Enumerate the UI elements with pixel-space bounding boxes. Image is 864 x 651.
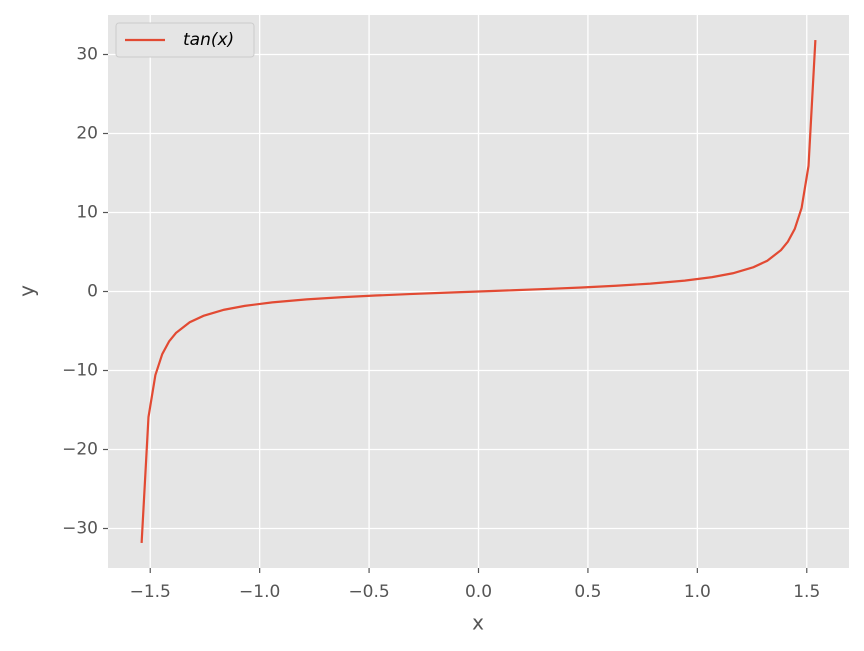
y-tick-label: 0	[87, 282, 98, 302]
x-tick-label: −0.5	[348, 582, 389, 602]
legend-label: tan(x)	[183, 30, 234, 50]
y-tick-label: 30	[76, 45, 98, 65]
legend-box	[115, 22, 255, 58]
legend: tan(x)	[115, 22, 255, 58]
x-axis-label: x	[472, 611, 484, 635]
line	[140, 40, 817, 543]
y-tick-label: 10	[76, 203, 98, 223]
x-tick-label: 1.0	[684, 582, 711, 602]
x-tick-label: −1.5	[130, 582, 171, 602]
y-tick-label: −20	[62, 440, 98, 460]
y-axis-label: y	[15, 285, 39, 297]
y-tick-label: 20	[76, 124, 98, 144]
x-tick-label: 0.5	[574, 582, 601, 602]
y-tick-label: −30	[62, 519, 98, 539]
y-tick-label: −10	[62, 361, 98, 381]
x-tick-label: −1.0	[239, 582, 280, 602]
x-tick-label: 1.5	[793, 582, 820, 602]
x-tick-label: 0.0	[465, 582, 492, 602]
